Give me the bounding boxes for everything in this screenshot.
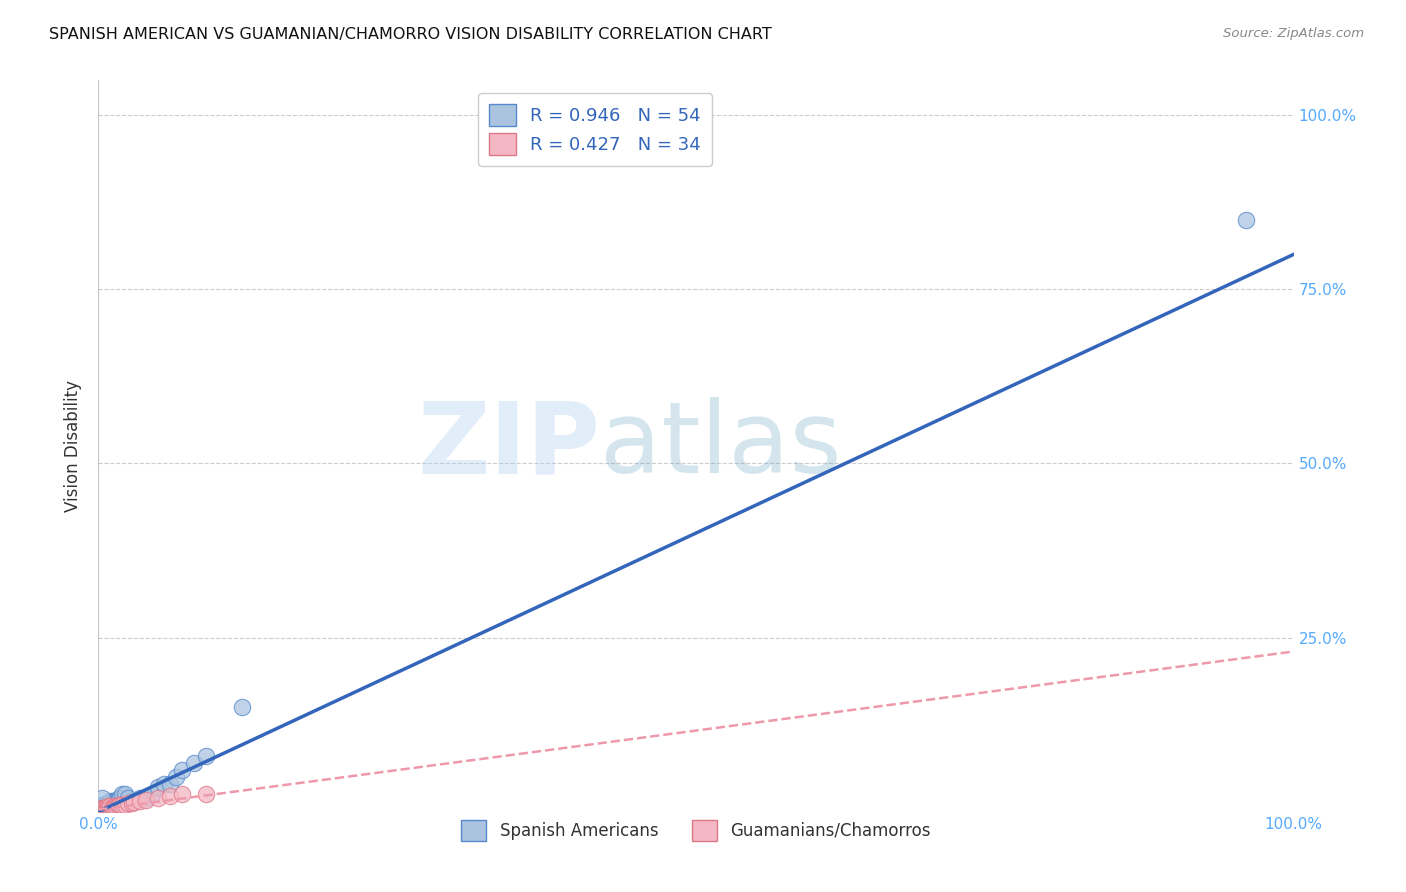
Point xyxy=(103,794,125,808)
Point xyxy=(96,801,118,815)
Point xyxy=(98,801,122,815)
Point xyxy=(172,787,194,801)
Point xyxy=(91,797,114,812)
Point xyxy=(97,801,120,815)
Point xyxy=(129,794,152,808)
Point xyxy=(159,789,181,804)
Point xyxy=(98,799,122,814)
Point xyxy=(96,799,118,814)
Point xyxy=(183,756,205,770)
Point xyxy=(93,797,115,812)
Point xyxy=(231,700,253,714)
Point xyxy=(117,790,139,805)
Text: atlas: atlas xyxy=(600,398,842,494)
Point xyxy=(195,749,218,764)
Point xyxy=(89,801,111,815)
Point xyxy=(107,794,129,808)
Point xyxy=(98,800,121,814)
Point xyxy=(90,802,112,816)
Point xyxy=(91,801,114,815)
Text: Source: ZipAtlas.com: Source: ZipAtlas.com xyxy=(1223,27,1364,40)
Point xyxy=(103,799,125,814)
Point xyxy=(195,787,218,801)
Point xyxy=(107,798,129,813)
Point xyxy=(98,797,121,811)
Point xyxy=(94,800,117,814)
Point xyxy=(96,802,118,816)
Point xyxy=(111,787,134,801)
Point xyxy=(141,787,163,801)
Point xyxy=(124,794,146,808)
Point xyxy=(96,797,118,811)
Point xyxy=(97,797,120,812)
Point xyxy=(159,777,181,791)
Point xyxy=(104,794,127,808)
Point xyxy=(93,800,115,814)
Point xyxy=(91,797,114,812)
Point xyxy=(98,800,121,814)
Point xyxy=(114,797,136,812)
Point xyxy=(148,790,170,805)
Text: SPANISH AMERICAN VS GUAMANIAN/CHAMORRO VISION DISABILITY CORRELATION CHART: SPANISH AMERICAN VS GUAMANIAN/CHAMORRO V… xyxy=(49,27,772,42)
Point xyxy=(91,801,114,815)
Point xyxy=(94,797,117,812)
Point xyxy=(104,799,127,814)
Point xyxy=(91,799,114,814)
Point xyxy=(165,770,187,784)
Point xyxy=(108,790,131,805)
Point xyxy=(101,794,124,808)
Point xyxy=(135,793,157,807)
Point xyxy=(93,801,115,815)
Point xyxy=(1234,212,1257,227)
Point xyxy=(89,803,111,817)
Point xyxy=(98,801,122,815)
Point xyxy=(107,790,129,805)
Point xyxy=(90,801,112,815)
Point xyxy=(93,803,115,817)
Point xyxy=(96,800,118,814)
Point xyxy=(105,800,128,814)
Point xyxy=(94,801,117,815)
Point xyxy=(94,801,117,815)
Point xyxy=(91,801,114,815)
Point xyxy=(101,799,124,814)
Point xyxy=(98,794,122,808)
Point xyxy=(111,797,134,812)
Point xyxy=(105,800,128,814)
Point xyxy=(93,800,115,814)
Point xyxy=(100,800,122,814)
Legend: Spanish Americans, Guamanians/Chamorros: Spanish Americans, Guamanians/Chamorros xyxy=(454,814,938,847)
Point xyxy=(124,795,146,809)
Point xyxy=(114,787,136,801)
Point xyxy=(100,800,122,814)
Point xyxy=(98,799,122,814)
Point xyxy=(103,800,125,814)
Point xyxy=(97,799,120,814)
Point xyxy=(91,801,114,815)
Point xyxy=(148,780,170,795)
Point xyxy=(117,797,139,811)
Point xyxy=(91,803,114,817)
Point xyxy=(121,796,143,810)
Point xyxy=(101,800,124,814)
Point xyxy=(172,763,194,777)
Point xyxy=(105,794,128,808)
Point xyxy=(108,798,131,813)
Point xyxy=(97,801,120,815)
Point xyxy=(135,790,157,805)
Point xyxy=(107,799,129,814)
Point xyxy=(90,799,112,814)
Point xyxy=(153,777,176,791)
Point xyxy=(100,797,122,811)
Point xyxy=(91,800,114,814)
Text: ZIP: ZIP xyxy=(418,398,600,494)
Y-axis label: Vision Disability: Vision Disability xyxy=(65,380,83,512)
Point xyxy=(91,790,114,805)
Point xyxy=(129,790,152,805)
